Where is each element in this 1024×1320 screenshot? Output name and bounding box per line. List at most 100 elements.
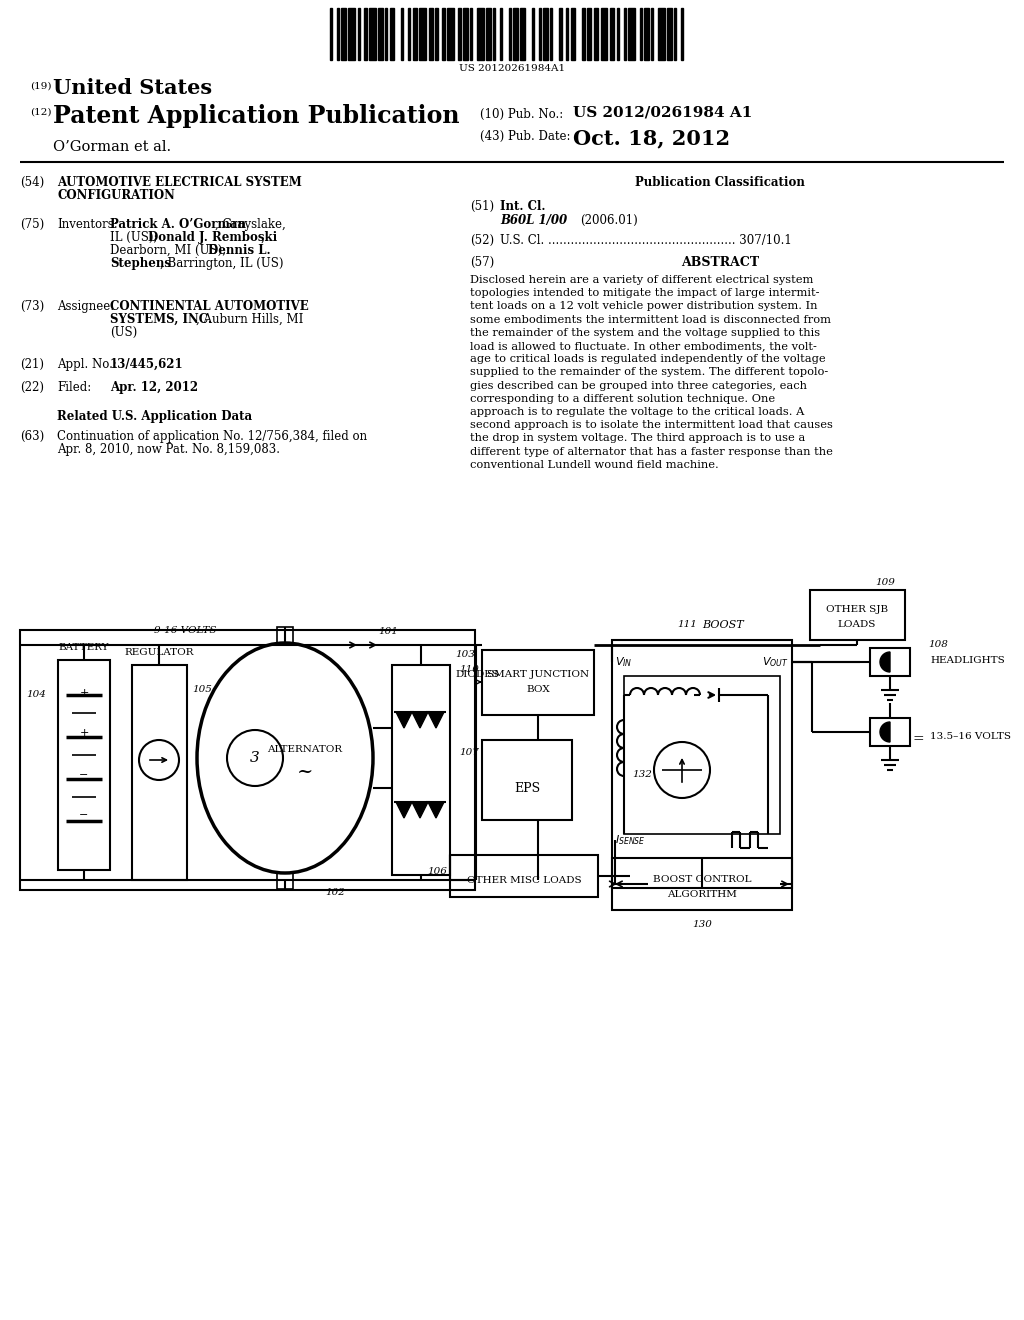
Text: (57): (57) <box>470 256 495 269</box>
Text: $I_{SENSE}$: $I_{SENSE}$ <box>615 833 646 847</box>
Bar <box>870 718 910 746</box>
Text: Dearborn, MI (US);: Dearborn, MI (US); <box>110 244 230 257</box>
Bar <box>624 8 626 59</box>
Bar <box>566 8 568 59</box>
Text: 111: 111 <box>677 620 697 630</box>
Text: CONFIGURATION: CONFIGURATION <box>57 189 175 202</box>
Text: BOX: BOX <box>526 685 550 694</box>
Text: 103: 103 <box>455 649 475 659</box>
Text: 9-16 VOLTS: 9-16 VOLTS <box>154 626 216 635</box>
Bar <box>612 858 792 909</box>
Polygon shape <box>412 711 428 729</box>
Bar <box>429 8 433 59</box>
Bar <box>58 660 110 870</box>
Text: some embodiments the intermittent load is disconnected from: some embodiments the intermittent load i… <box>470 314 831 325</box>
Text: load is allowed to fluctuate. In other embodiments, the volt-: load is allowed to fluctuate. In other e… <box>470 341 817 351</box>
Text: +: + <box>79 729 89 738</box>
Text: second approach is to isolate the intermittent load that causes: second approach is to isolate the interm… <box>470 420 833 430</box>
Text: , Grayslake,: , Grayslake, <box>215 218 286 231</box>
Text: 106: 106 <box>427 867 447 876</box>
Text: , Auburn Hills, MI: , Auburn Hills, MI <box>196 313 303 326</box>
Text: B60L 1/00: B60L 1/00 <box>500 214 567 227</box>
Bar <box>278 873 293 888</box>
Text: O’Gorman et al.: O’Gorman et al. <box>53 140 171 154</box>
Text: gies described can be grouped into three categories, each: gies described can be grouped into three… <box>470 380 807 391</box>
Bar <box>644 8 649 59</box>
Text: 101: 101 <box>378 627 398 636</box>
Text: HEADLIGHTS: HEADLIGHTS <box>930 656 1005 665</box>
Bar <box>651 8 653 59</box>
Text: ABSTRACT: ABSTRACT <box>681 256 759 269</box>
Text: −: − <box>79 810 89 820</box>
Text: 107: 107 <box>459 748 479 756</box>
Text: AUTOMOTIVE ELECTRICAL SYSTEM: AUTOMOTIVE ELECTRICAL SYSTEM <box>57 176 302 189</box>
Text: ~: ~ <box>297 763 313 781</box>
Text: 3: 3 <box>250 751 260 766</box>
Bar <box>401 8 403 59</box>
Bar <box>482 649 594 715</box>
Text: OTHER MISC LOADS: OTHER MISC LOADS <box>467 876 582 884</box>
Bar <box>463 8 468 59</box>
Bar <box>616 8 618 59</box>
Text: IL (US);: IL (US); <box>110 231 161 244</box>
Bar <box>600 8 607 59</box>
Text: Patent Application Publication: Patent Application Publication <box>53 104 460 128</box>
Text: Apr. 12, 2012: Apr. 12, 2012 <box>110 381 198 393</box>
Text: (75): (75) <box>20 218 44 231</box>
Text: LOADS: LOADS <box>838 620 877 630</box>
Text: Disclosed herein are a variety of different electrical system: Disclosed herein are a variety of differ… <box>470 275 813 285</box>
Text: tent loads on a 12 volt vehicle power distribution system. In: tent loads on a 12 volt vehicle power di… <box>470 301 817 312</box>
Text: Dennis L.: Dennis L. <box>208 244 270 257</box>
Polygon shape <box>428 711 444 729</box>
Bar <box>378 8 383 59</box>
Text: =: = <box>912 733 924 746</box>
Bar <box>470 8 472 59</box>
Text: Filed:: Filed: <box>57 381 91 393</box>
Bar <box>442 8 444 59</box>
Text: 105: 105 <box>193 685 212 694</box>
Text: 110: 110 <box>459 665 479 675</box>
Text: U.S. Cl. .................................................. 307/10.1: U.S. Cl. ...............................… <box>500 234 792 247</box>
Bar <box>385 8 387 59</box>
Text: (43) Pub. Date:: (43) Pub. Date: <box>480 129 570 143</box>
Text: (21): (21) <box>20 358 44 371</box>
Text: BOOST CONTROL: BOOST CONTROL <box>652 875 752 884</box>
Text: 13.5–16 VOLTS: 13.5–16 VOLTS <box>930 733 1011 741</box>
Bar <box>612 640 792 888</box>
Text: Apr. 8, 2010, now Pat. No. 8,159,083.: Apr. 8, 2010, now Pat. No. 8,159,083. <box>57 444 280 455</box>
Text: ALTERNATOR: ALTERNATOR <box>267 746 343 755</box>
Bar <box>392 665 450 875</box>
Text: 130: 130 <box>692 920 712 929</box>
Bar <box>369 8 376 59</box>
Text: ,: , <box>261 231 265 244</box>
Text: , Barrington, IL (US): , Barrington, IL (US) <box>160 257 284 271</box>
Bar <box>550 8 552 59</box>
Polygon shape <box>412 803 428 818</box>
Bar <box>520 8 525 59</box>
Bar <box>500 8 502 59</box>
Bar <box>450 855 598 898</box>
Text: (51): (51) <box>470 201 495 213</box>
Text: approach is to regulate the voltage to the critical loads. A: approach is to regulate the voltage to t… <box>470 407 805 417</box>
Text: −: − <box>79 770 89 780</box>
Text: Inventors:: Inventors: <box>57 218 118 231</box>
Text: DIODES: DIODES <box>455 671 499 678</box>
Text: conventional Lundell wound field machine.: conventional Lundell wound field machine… <box>470 459 719 470</box>
Bar <box>348 8 355 59</box>
Text: OTHER SJB: OTHER SJB <box>826 605 888 614</box>
Bar <box>477 8 483 59</box>
Bar <box>413 8 417 59</box>
Bar <box>278 627 293 643</box>
Bar <box>570 8 575 59</box>
Text: the remainder of the system and the voltage supplied to this: the remainder of the system and the volt… <box>470 327 820 338</box>
Bar <box>624 676 780 834</box>
Wedge shape <box>880 722 890 742</box>
Text: Oct. 18, 2012: Oct. 18, 2012 <box>573 128 730 148</box>
Bar <box>482 741 572 820</box>
Bar <box>681 8 683 59</box>
Text: $V_{OUT}$: $V_{OUT}$ <box>762 655 790 669</box>
Text: 108: 108 <box>928 640 948 649</box>
Bar <box>420 8 426 59</box>
Bar <box>493 8 495 59</box>
Polygon shape <box>428 803 444 818</box>
